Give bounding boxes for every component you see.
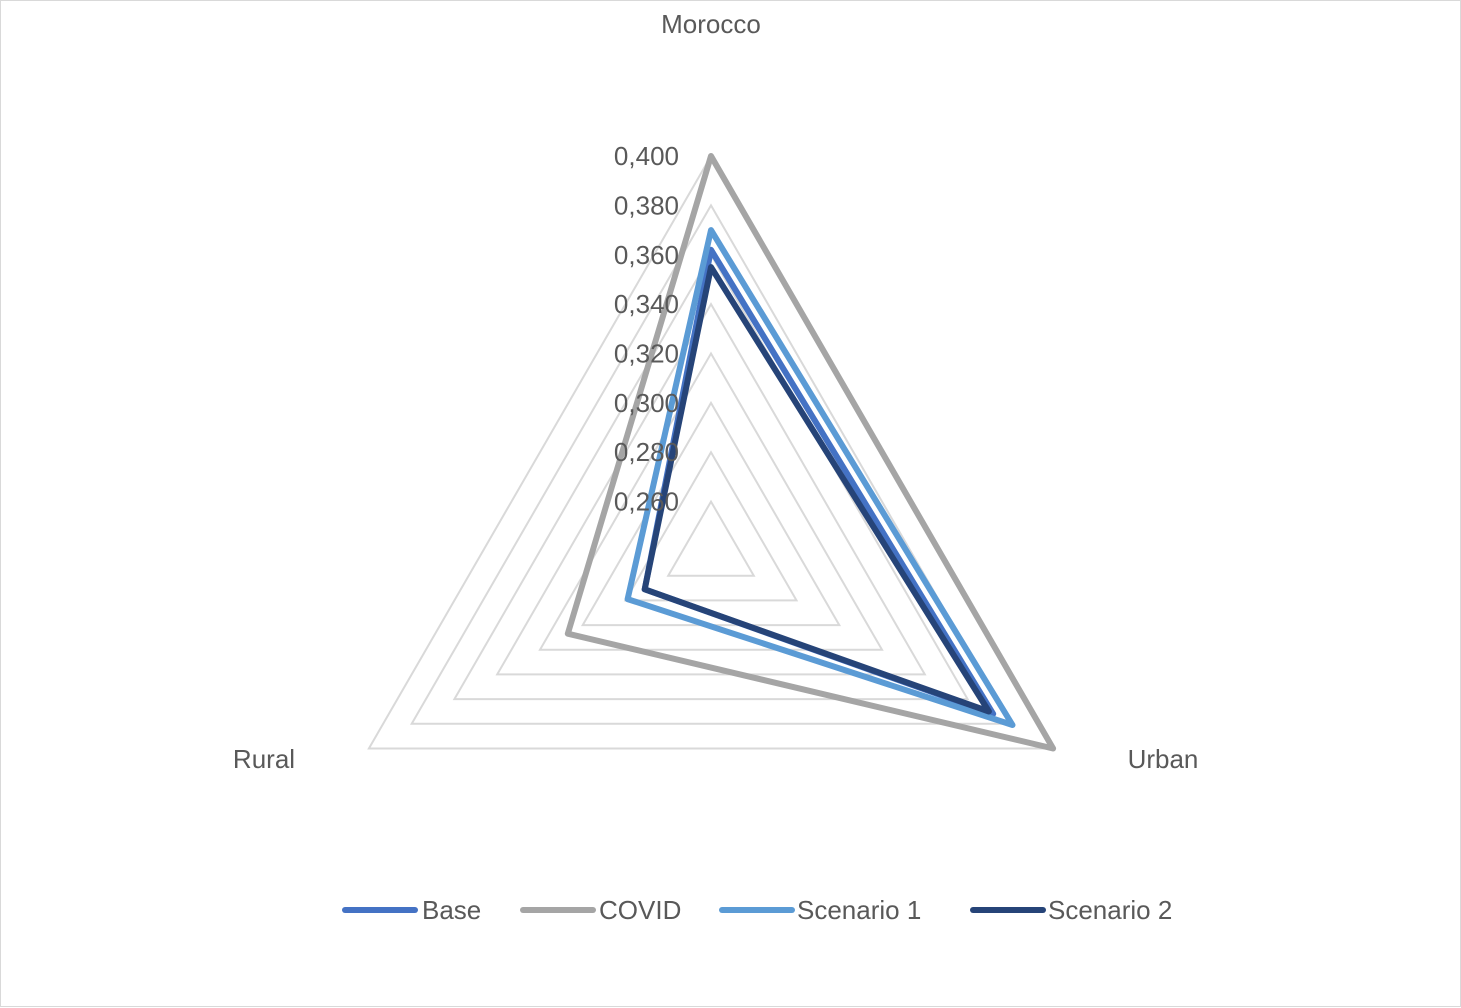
tick-label-0-280: 0,280 [614, 437, 679, 467]
tick-label-0-320: 0,320 [614, 339, 679, 369]
series-line-base [641, 246, 997, 717]
series-line-scenario-1 [624, 227, 1016, 728]
tick-label-0-300: 0,300 [614, 388, 679, 418]
grid-ring-0-360 [452, 252, 970, 701]
legend-item-covid: COVID [520, 895, 681, 925]
legend-label-scenario-1: Scenario 1 [797, 895, 921, 925]
legend-item-scenario-2: Scenario 2 [970, 895, 1172, 925]
legend-item-scenario-1: Scenario 1 [719, 895, 921, 925]
tick-label-0-380: 0,380 [614, 190, 679, 220]
legend-label-scenario-2: Scenario 2 [1048, 895, 1172, 925]
axis-label-rural: Rural [233, 744, 295, 774]
grid-ring-0-340 [495, 302, 927, 676]
grid-ring-0-380 [409, 203, 1013, 725]
axis-label-morocco: Morocco [661, 9, 761, 39]
grid-ring-0-280 [623, 450, 799, 602]
legend-item-base: Base [342, 895, 481, 925]
legend-label-base: Base [422, 895, 481, 925]
tick-label-0-260: 0,260 [614, 487, 679, 517]
series-line-scenario-2 [641, 264, 992, 715]
legend-label-covid: COVID [599, 895, 681, 925]
radial-tick-labels: 0,260 0,280 0,300 0,320 0,340 0,360 0,380 0,400 [614, 141, 679, 517]
series-line-covid [564, 153, 1057, 752]
legend: Base COVID Scenario 1 Scenario 2 [342, 895, 1172, 925]
tick-label-0-360: 0,360 [614, 240, 679, 270]
tick-label-0-340: 0,340 [614, 289, 679, 319]
tick-label-0-400: 0,400 [614, 141, 679, 171]
grid-ring-0-320 [538, 351, 884, 651]
radar-grid [367, 154, 1055, 750]
grid-ring-0-260 [666, 499, 756, 577]
axis-label-urban: Urban [1128, 744, 1199, 774]
series-lines [564, 153, 1057, 752]
